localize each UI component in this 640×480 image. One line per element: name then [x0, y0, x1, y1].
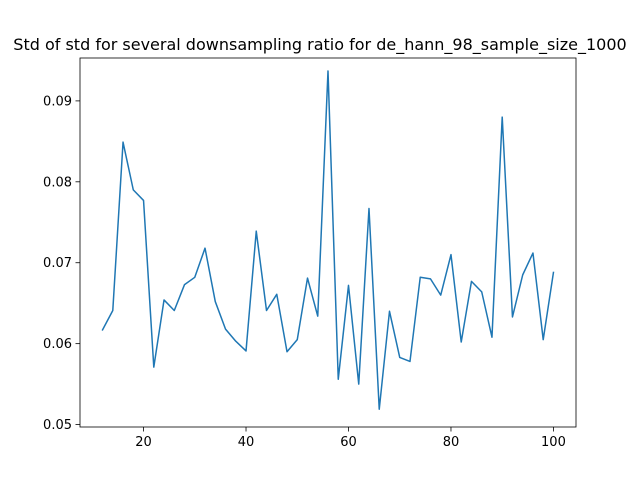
- x-tick-label: 60: [340, 435, 357, 450]
- chart-title: Std of std for several downsampling rati…: [13, 35, 626, 55]
- series-line-0: [101, 70, 555, 410]
- y-tick-label: 0.09: [43, 94, 72, 109]
- x-tick-label: 20: [135, 435, 152, 450]
- y-tick-label: 0.06: [43, 337, 72, 352]
- x-tick-label: 40: [238, 435, 255, 450]
- y-tick-label: 0.07: [43, 256, 72, 271]
- y-tick-label: 0.08: [43, 175, 72, 190]
- x-tick-label: 80: [443, 435, 460, 450]
- y-tick-label: 0.05: [43, 418, 72, 433]
- plot-area: 20 40 60 80 100 0.05 0.06 0.07 0.08 0.09: [43, 57, 577, 450]
- axes-frame: [79, 57, 577, 428]
- x-tick-label: 100: [541, 435, 566, 450]
